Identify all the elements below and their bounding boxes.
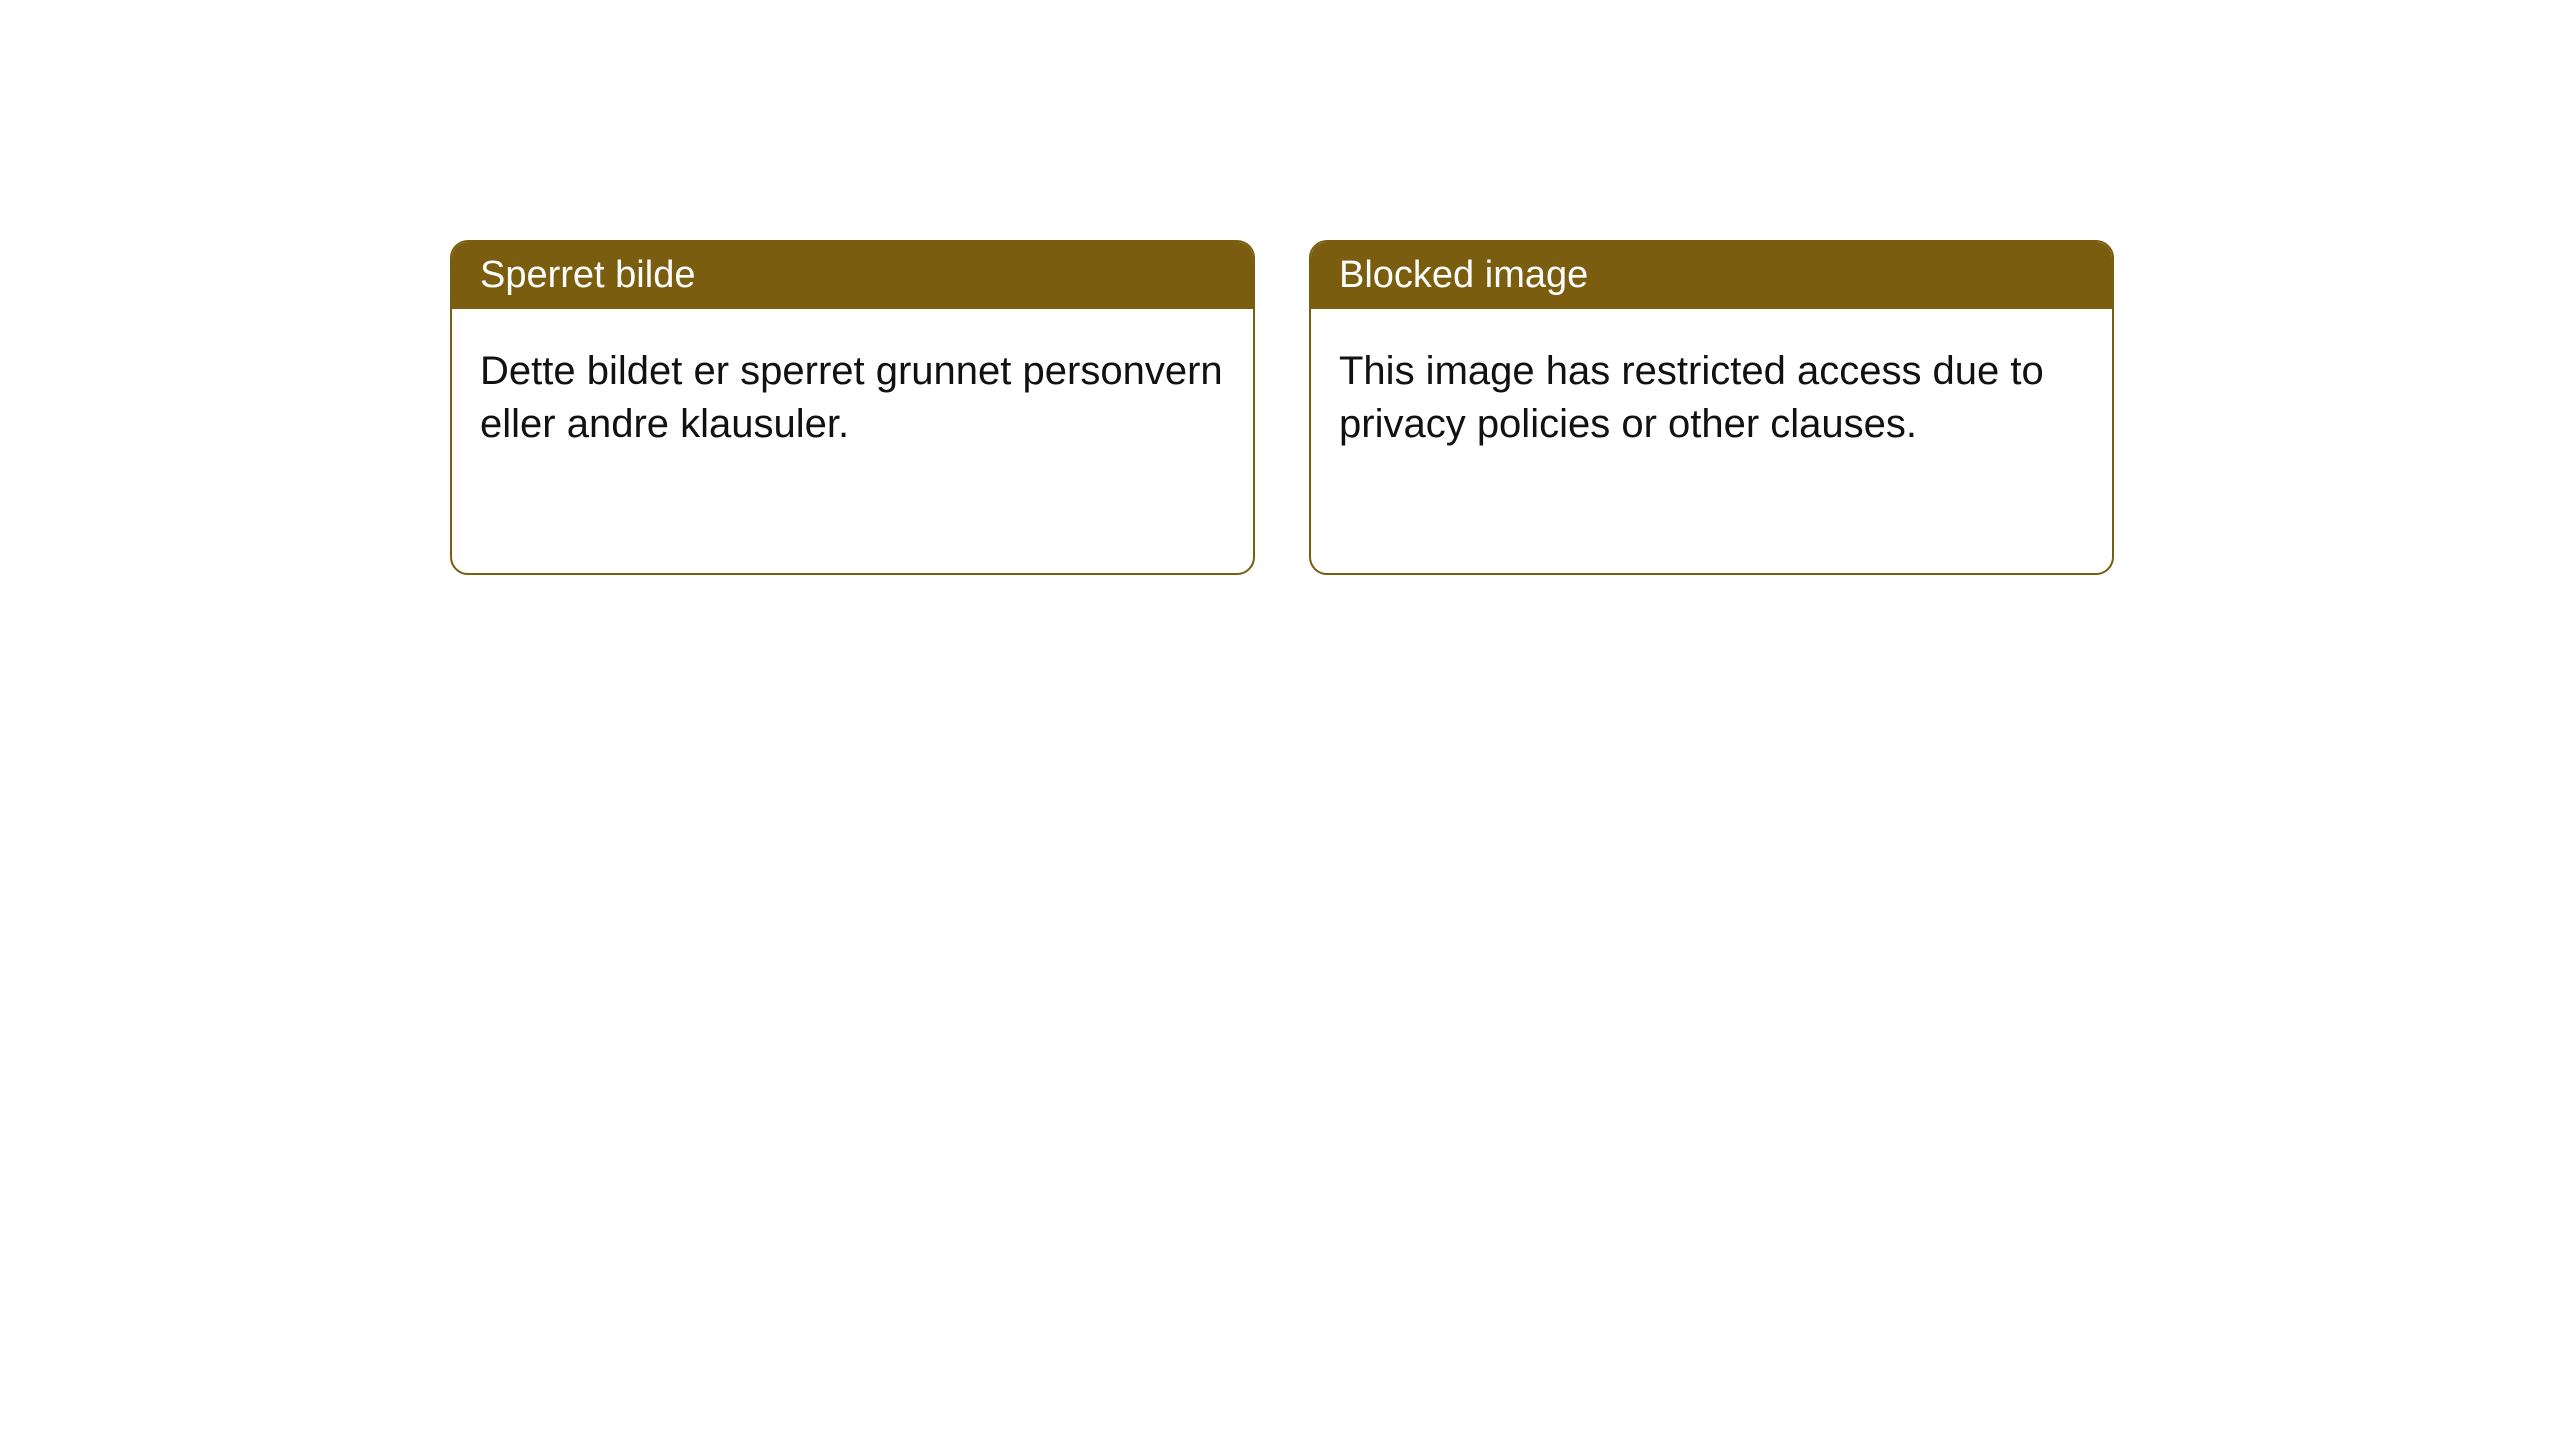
notice-title: Sperret bilde bbox=[480, 254, 695, 296]
notice-header: Blocked image bbox=[1311, 242, 2112, 309]
notice-message: This image has restricted access due to … bbox=[1339, 349, 2044, 446]
notice-header: Sperret bilde bbox=[452, 242, 1253, 309]
notice-title: Blocked image bbox=[1339, 254, 1588, 296]
notice-card-norwegian: Sperret bilde Dette bildet er sperret gr… bbox=[450, 240, 1255, 575]
notice-card-english: Blocked image This image has restricted … bbox=[1309, 240, 2114, 575]
notice-body: Dette bildet er sperret grunnet personve… bbox=[452, 309, 1253, 487]
notice-message: Dette bildet er sperret grunnet personve… bbox=[480, 349, 1223, 446]
notice-container: Sperret bilde Dette bildet er sperret gr… bbox=[0, 0, 2560, 575]
notice-body: This image has restricted access due to … bbox=[1311, 309, 2112, 487]
